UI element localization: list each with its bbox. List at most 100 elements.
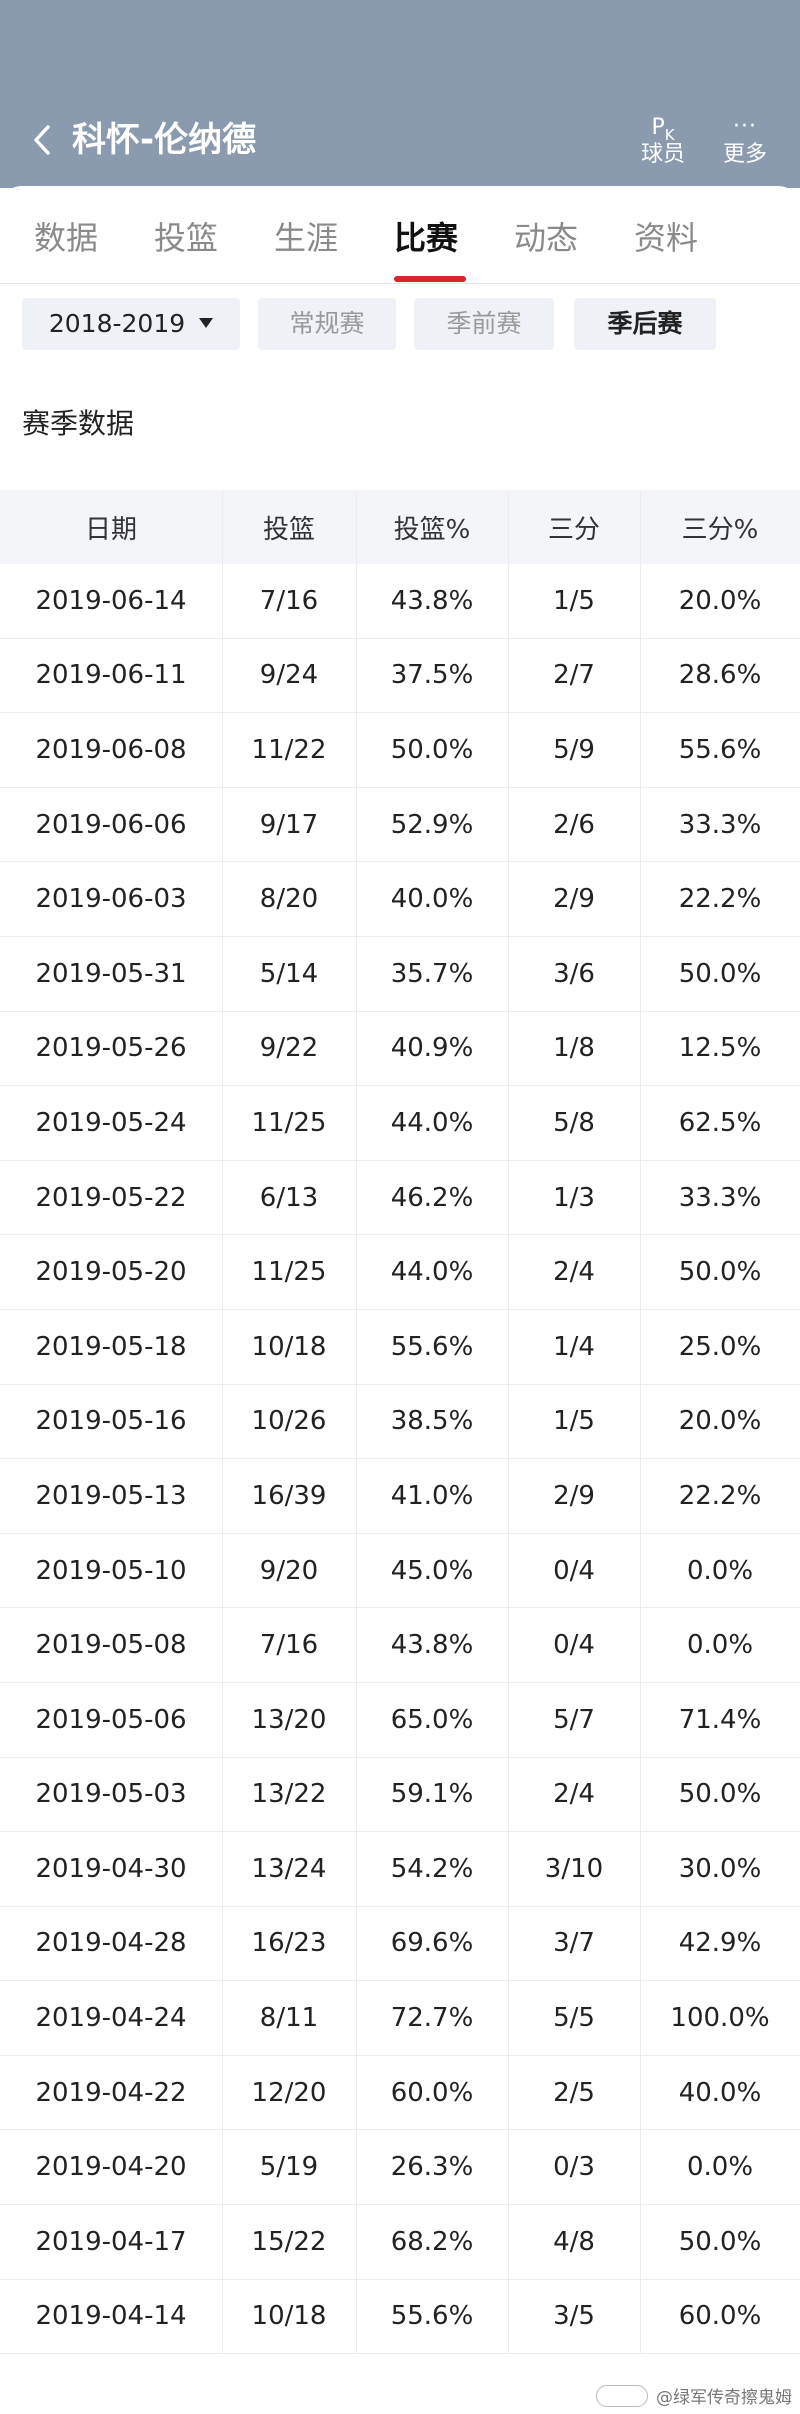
three-pt-cell: 5/8 <box>553 1107 595 1138</box>
three-pt-cell: 2/9 <box>553 1480 595 1511</box>
fg-cell: 10/18 <box>251 1331 327 1362</box>
three-pt-pct-cell: 0.0% <box>686 2152 754 2183</box>
three-pt-cell: 2/5 <box>553 2077 595 2108</box>
column-header-fg: 投篮 <box>262 514 315 545</box>
three-pt-cell: 5/5 <box>553 2003 595 2034</box>
fg-cell: 11/25 <box>251 1257 327 1288</box>
three-pt-pct-cell: 55.6% <box>678 734 762 765</box>
fg-cell: 7/16 <box>259 1630 319 1661</box>
date-cell: 2019-06-03 <box>35 884 187 915</box>
table-row: 2019-06-03 8/20 40.0% 2/9 22.2% <box>0 862 800 937</box>
tab-bar: 数据 投篮 生涯 比赛 动态 资料 <box>0 200 800 284</box>
table-row: 2019-06-11 9/24 37.5% 2/7 28.6% <box>0 639 800 714</box>
three-pt-pct-cell: 0.0% <box>686 1630 754 1661</box>
season-select[interactable]: 2018-2019 <box>22 298 240 350</box>
three-pt-cell: 0/4 <box>553 1555 595 1586</box>
three-pt-pct-cell: 42.9% <box>678 1928 762 1959</box>
fg-pct-cell: 55.6% <box>390 1331 474 1362</box>
fg-cell: 9/24 <box>259 660 319 691</box>
date-cell: 2019-06-08 <box>35 734 187 765</box>
table-row: 2019-04-14 10/18 55.6% 3/5 60.0% <box>0 2280 800 2355</box>
date-cell: 2019-04-28 <box>35 1928 187 1959</box>
three-pt-cell: 0/4 <box>553 1630 595 1661</box>
table-row: 2019-06-08 11/22 50.0% 5/9 55.6% <box>0 713 800 788</box>
more-label: 更多 <box>722 142 767 167</box>
three-pt-pct-cell: 50.0% <box>678 1779 762 1810</box>
table-row: 2019-04-28 16/23 69.6% 3/7 42.9% <box>0 1907 800 1982</box>
three-pt-cell: 3/10 <box>544 1853 604 1884</box>
fg-pct-cell: 45.0% <box>390 1555 474 1586</box>
fg-cell: 8/11 <box>259 2003 319 2034</box>
three-pt-cell: 1/5 <box>553 585 595 616</box>
date-cell: 2019-05-24 <box>35 1107 187 1138</box>
three-pt-cell: 1/8 <box>553 1033 595 1064</box>
date-cell: 2019-05-31 <box>35 958 187 989</box>
date-cell: 2019-06-06 <box>35 809 187 840</box>
fg-pct-cell: 37.5% <box>390 660 474 691</box>
tab-shooting[interactable]: 投篮 <box>154 219 219 257</box>
table-row: 2019-05-24 11/25 44.0% 5/8 62.5% <box>0 1086 800 1161</box>
fg-pct-cell: 40.0% <box>390 884 474 915</box>
three-pt-pct-cell: 60.0% <box>678 2301 762 2332</box>
playoffs-button[interactable]: 季后赛 <box>574 298 716 350</box>
fg-pct-cell: 44.0% <box>390 1107 474 1138</box>
table-row: 2019-05-10 9/20 45.0% 0/4 0.0% <box>0 1534 800 1609</box>
table-row: 2019-06-06 9/17 52.9% 2/6 33.3% <box>0 788 800 863</box>
three-pt-pct-cell: 20.0% <box>678 585 762 616</box>
fg-pct-cell: 54.2% <box>390 1853 474 1884</box>
date-cell: 2019-05-26 <box>35 1033 187 1064</box>
three-pt-pct-cell: 71.4% <box>678 1704 762 1735</box>
three-pt-pct-cell: 30.0% <box>678 1853 762 1884</box>
three-pt-cell: 3/5 <box>553 2301 595 2332</box>
three-pt-cell: 3/7 <box>553 1928 595 1959</box>
tab-data[interactable]: 数据 <box>34 219 99 257</box>
fg-pct-cell: 46.2% <box>390 1182 474 1213</box>
fg-pct-cell: 65.0% <box>390 1704 474 1735</box>
three-pt-pct-cell: 20.0% <box>678 1406 762 1437</box>
three-pt-pct-cell: 62.5% <box>678 1107 762 1138</box>
regular-season-button[interactable]: 常规赛 <box>258 298 396 350</box>
pk-button[interactable]: PK 球员 <box>628 104 698 174</box>
stats-table: 日期 投篮 投篮% 三分 三分% 2019-06-14 7/16 43.8% 1/5 2… <box>0 490 800 2355</box>
three-pt-pct-cell: 33.3% <box>678 1182 762 1213</box>
table-row: 2019-05-03 13/22 59.1% 2/4 50.0% <box>0 1758 800 1833</box>
fg-cell: 6/13 <box>259 1182 319 1213</box>
date-cell: 2019-05-10 <box>35 1555 187 1586</box>
date-cell: 2019-06-11 <box>35 660 187 691</box>
three-pt-cell: 2/4 <box>553 1257 595 1288</box>
fg-pct-cell: 35.7% <box>390 958 474 989</box>
date-cell: 2019-06-14 <box>35 585 187 616</box>
fg-pct-cell: 59.1% <box>390 1779 474 1810</box>
table-row: 2019-04-24 8/11 72.7% 5/5 100.0% <box>0 1981 800 2056</box>
back-button[interactable] <box>30 116 70 164</box>
fg-pct-cell: 26.3% <box>390 2152 474 2183</box>
fg-pct-cell: 43.8% <box>390 1630 474 1661</box>
more-button[interactable]: ··· 更多 <box>710 104 780 174</box>
tab-news[interactable]: 动态 <box>514 219 579 257</box>
preseason-button[interactable]: 季前赛 <box>414 298 554 350</box>
three-pt-cell: 2/4 <box>553 1779 595 1810</box>
tab-career[interactable]: 生涯 <box>274 219 339 257</box>
column-header-3p-pct: 三分% <box>681 514 759 545</box>
app-header: 科怀-伦纳德 PK 球员 ··· 更多 <box>0 0 800 188</box>
fg-cell: 13/22 <box>251 1779 327 1810</box>
fg-pct-cell: 69.6% <box>390 1928 474 1959</box>
watermark-logo-icon <box>596 2384 648 2407</box>
fg-cell: 7/16 <box>259 585 319 616</box>
three-pt-cell: 2/7 <box>553 660 595 691</box>
tab-games[interactable]: 比赛 <box>394 219 459 257</box>
date-cell: 2019-05-22 <box>35 1182 187 1213</box>
tab-profile[interactable]: 资料 <box>634 219 699 257</box>
content-top-curve <box>0 186 800 216</box>
fg-cell: 9/22 <box>259 1033 319 1064</box>
date-cell: 2019-05-13 <box>35 1480 187 1511</box>
three-pt-pct-cell: 25.0% <box>678 1331 762 1362</box>
three-pt-pct-cell: 40.0% <box>678 2077 762 2108</box>
three-pt-cell: 4/8 <box>553 2226 595 2257</box>
fg-pct-cell: 55.6% <box>390 2301 474 2332</box>
table-row: 2019-04-20 5/19 26.3% 0/3 0.0% <box>0 2130 800 2206</box>
column-divider <box>356 490 357 2354</box>
table-row: 2019-05-06 13/20 65.0% 5/7 71.4% <box>0 1683 800 1758</box>
three-pt-pct-cell: 33.3% <box>678 809 762 840</box>
column-divider <box>508 490 509 2354</box>
